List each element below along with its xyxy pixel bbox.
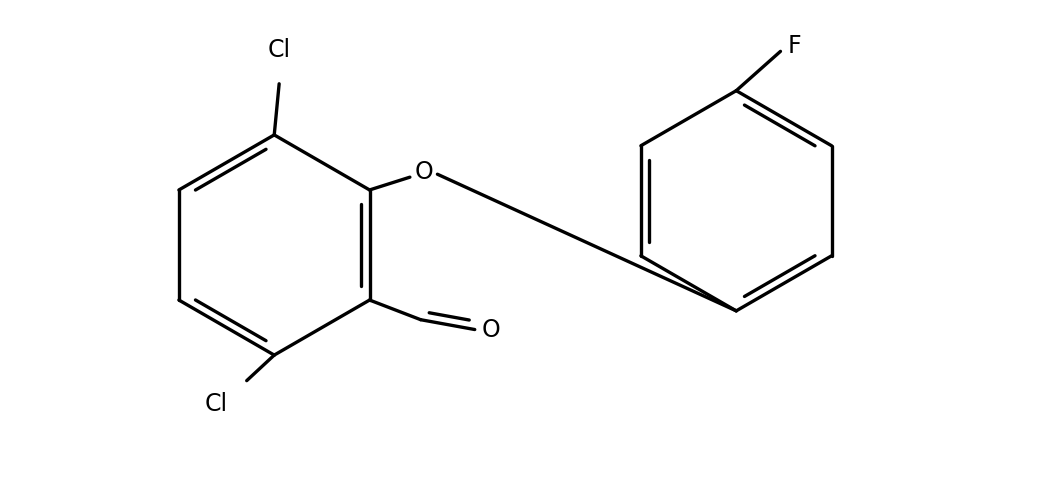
Text: Cl: Cl	[268, 38, 291, 62]
Text: Cl: Cl	[204, 392, 227, 416]
Text: O: O	[414, 160, 433, 184]
Text: F: F	[788, 34, 801, 58]
Text: O: O	[482, 318, 501, 342]
